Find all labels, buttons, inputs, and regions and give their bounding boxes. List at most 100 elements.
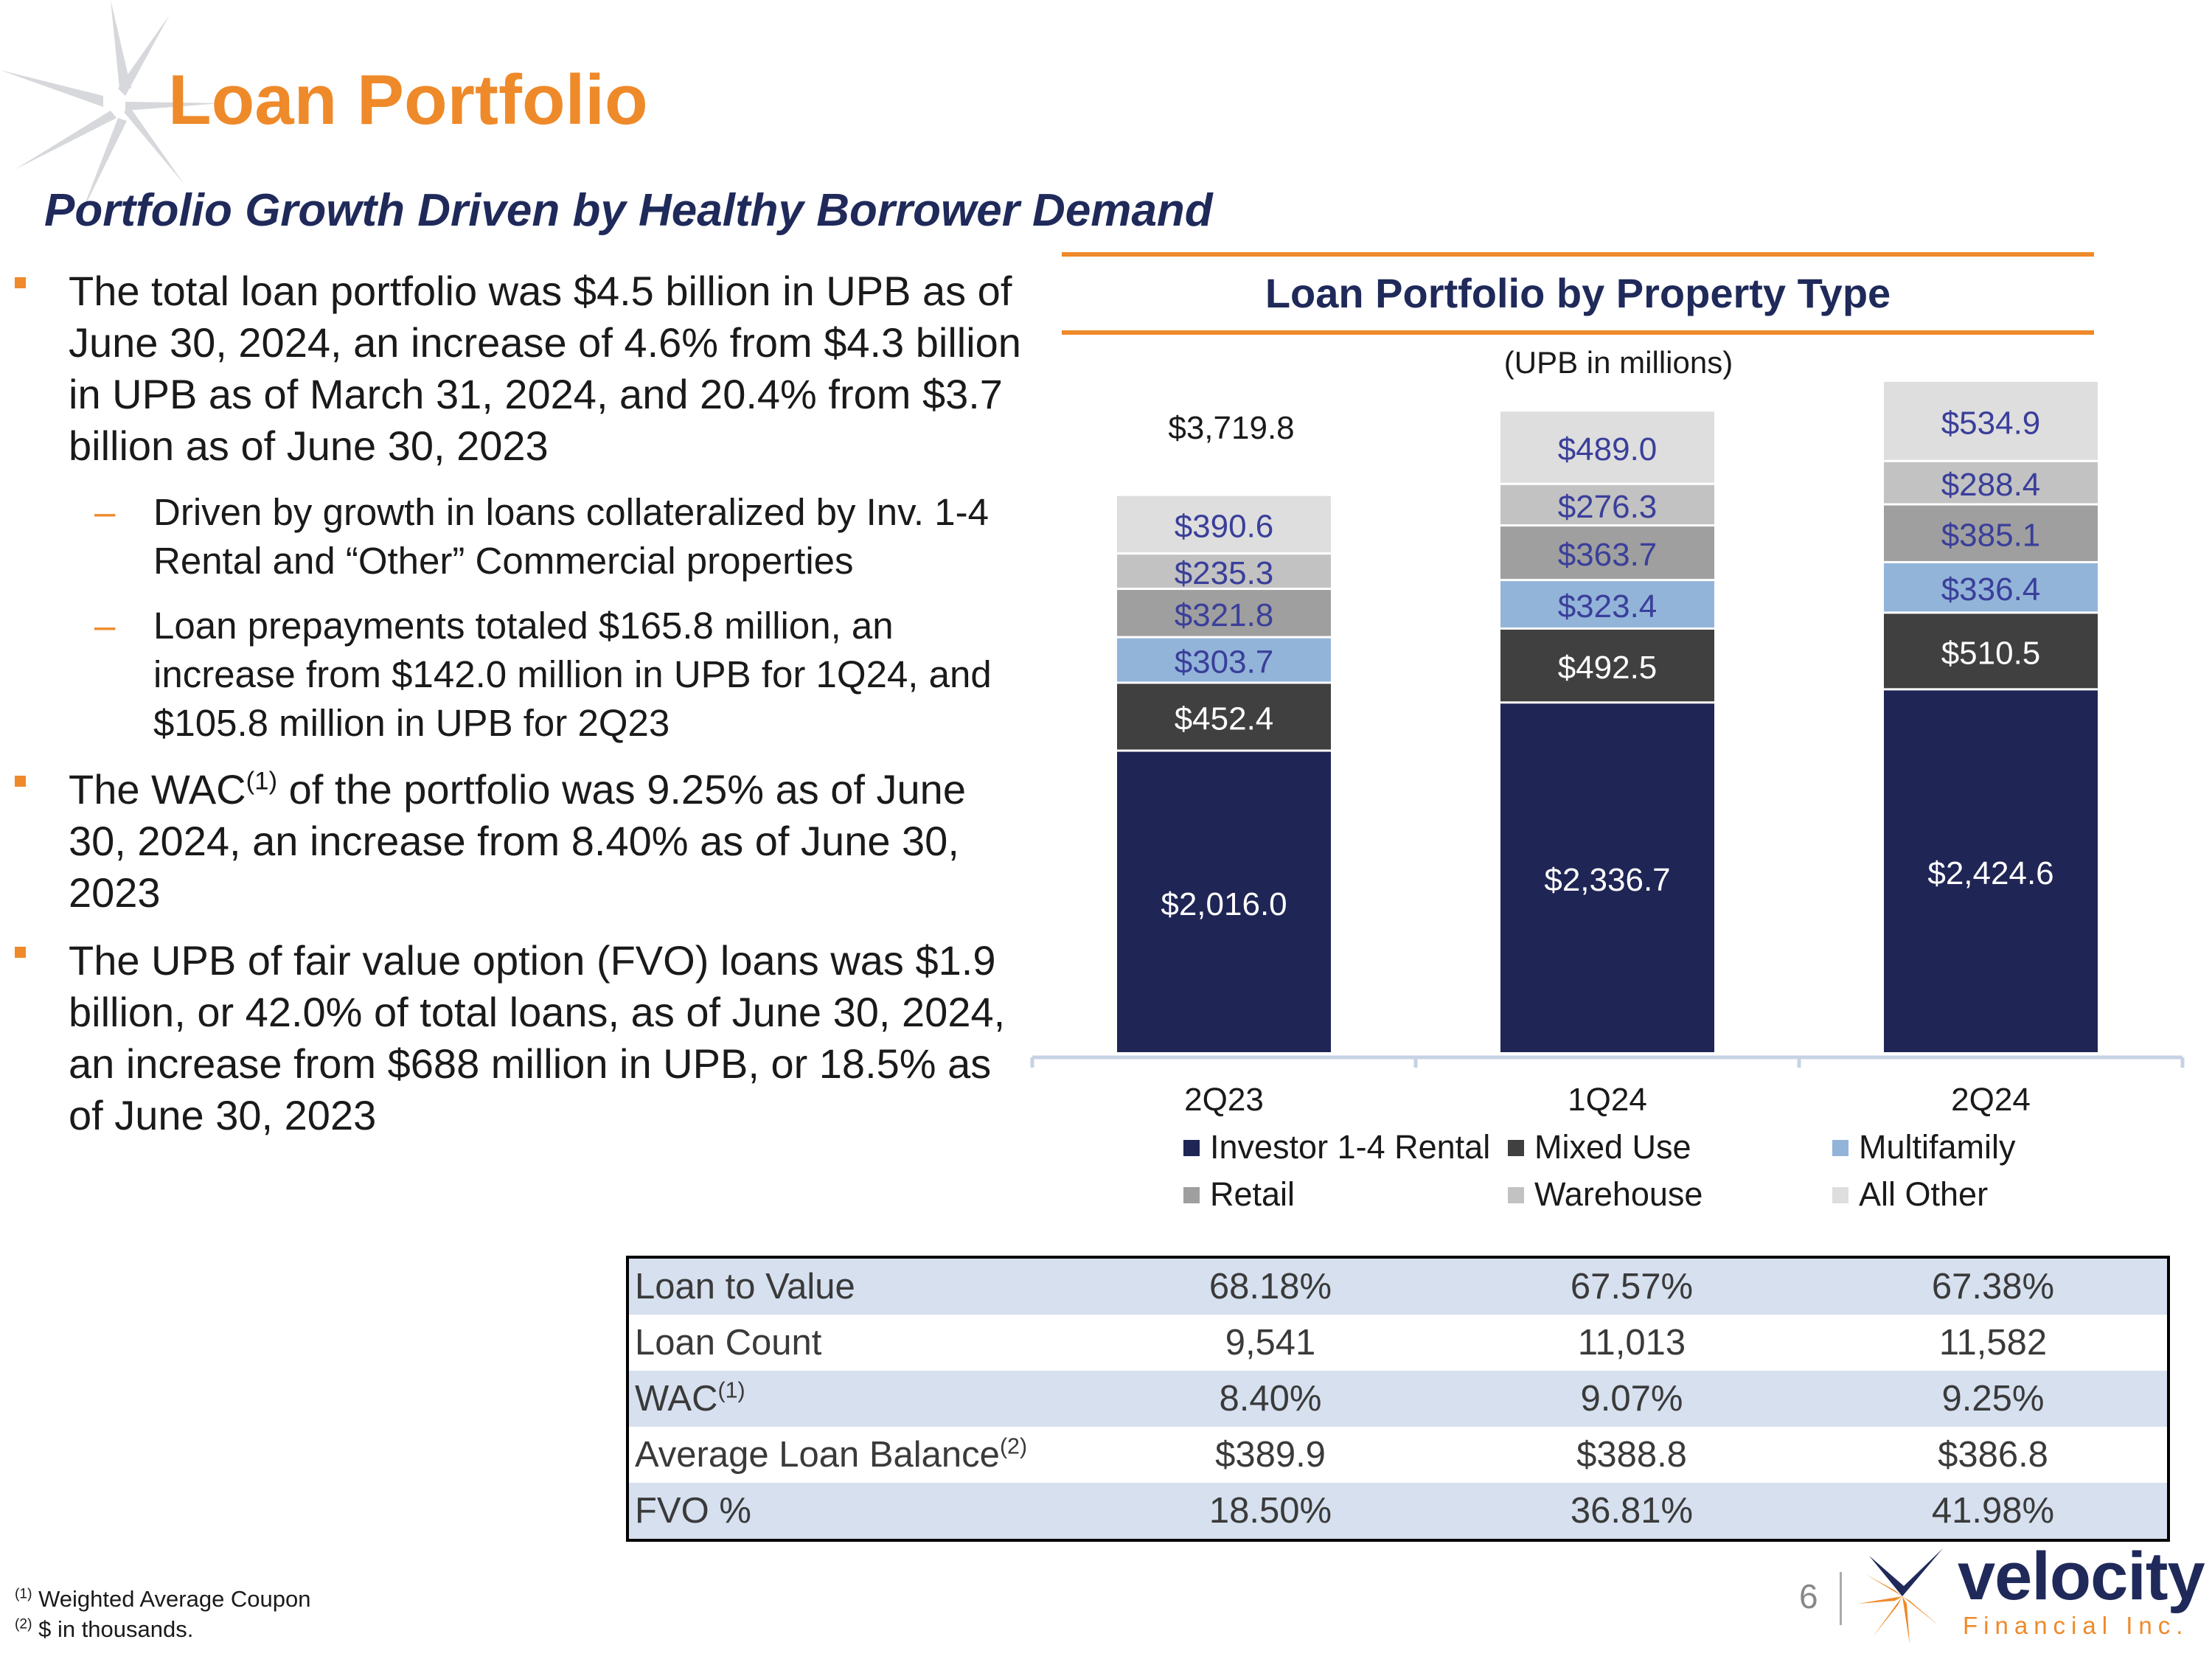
x-tick-label: 1Q24 — [1568, 1082, 1647, 1118]
row-label: WAC(1) — [635, 1377, 745, 1419]
footnote: (1) Weighted Average Coupon — [15, 1584, 311, 1614]
table-row: WAC(1) 8.40% 9.07% 9.25% — [629, 1371, 2167, 1427]
sub-bullet-item: – Driven by growth in loans collateraliz… — [15, 488, 1032, 585]
data-label: $323.4 — [1558, 588, 1658, 625]
chart-header-rule-bottom — [1062, 330, 2094, 335]
bullet-text: The total loan portfolio was $4.5 billio… — [69, 268, 1021, 469]
footnote-text: Weighted Average Coupon — [32, 1586, 311, 1612]
chart-header-rule-top — [1062, 252, 2094, 257]
logo-wordmark: velocity — [1958, 1539, 2205, 1614]
bar-segment-warehouse — [1884, 462, 2098, 504]
dash-bullet-icon: – — [94, 605, 116, 647]
table-cell: $388.8 — [1576, 1435, 1687, 1475]
bullet-text-pre: The WAC — [69, 766, 246, 813]
footnotes: (1) Weighted Average Coupon (2) $ in thou… — [15, 1584, 311, 1644]
dash-bullet-icon: – — [94, 491, 116, 533]
chart-title: Loan Portfolio by Property Type — [1265, 270, 1891, 316]
legend-swatch — [1508, 1187, 1524, 1203]
data-label: $303.7 — [1175, 644, 1274, 681]
legend-swatch — [1508, 1140, 1524, 1156]
chart-subtitle: (UPB in millions) — [1503, 345, 1733, 380]
table-row: Loan to Value 68.18% 67.57% 67.38% — [629, 1259, 2167, 1315]
table-cell: 11,013 — [1577, 1323, 1686, 1363]
x-tick-label: 2Q23 — [1184, 1082, 1264, 1118]
legend-item: Multifamily — [1832, 1128, 2016, 1166]
data-label: $2,424.6 — [1927, 855, 2053, 891]
stacked-bar-chart: $2,016.0 $452.4 $303.7 $321.8 $235.3 $390.6 2Q… — [1030, 381, 2185, 1118]
bar-segment-multifamily — [1117, 638, 1331, 682]
table-cell: $386.8 — [1938, 1435, 2048, 1475]
star-decoration-icon — [0, 0, 221, 214]
legend-item: Warehouse — [1508, 1175, 1703, 1214]
table-cell: 11,582 — [1938, 1323, 2048, 1363]
bar-segment-retail — [1117, 590, 1331, 636]
square-bullet-icon — [15, 776, 26, 787]
data-label: $2,336.7 — [1544, 862, 1670, 898]
bar-segment-warehouse — [1117, 554, 1331, 588]
velocity-logo-mark-icon — [1858, 1548, 1943, 1644]
row-label: Loan to Value — [635, 1267, 855, 1307]
bar-segment-investor-1-4-rental — [1884, 690, 2098, 1052]
bar-segment-multifamily — [1884, 563, 2098, 612]
bar-segment-mixed-use — [1500, 629, 1714, 702]
footnote-mark: (2) — [15, 1616, 32, 1632]
bar-segment-all-other — [1884, 381, 2098, 460]
table-cell: 8.40% — [1219, 1379, 1322, 1419]
legend-label: Multifamily — [1859, 1128, 2016, 1166]
legend-label: Mixed Use — [1534, 1128, 1691, 1166]
bar-segment-multifamily — [1500, 581, 1714, 627]
legend-item: Investor 1-4 Rental — [1183, 1128, 1490, 1166]
bar-segment-all-other — [1500, 411, 1714, 483]
legend-label: All Other — [1859, 1175, 1989, 1213]
bullet-item: The WAC(1) of the portfolio was 9.25% as… — [15, 764, 1032, 919]
table-cell: 9,541 — [1225, 1323, 1316, 1363]
page-title: Loan Portfolio — [168, 60, 648, 139]
legend-item: Mixed Use — [1508, 1128, 1691, 1166]
legend-label: Retail — [1210, 1175, 1295, 1213]
data-label: $363.7 — [1558, 537, 1658, 573]
page-subtitle: Portfolio Growth Driven by Healthy Borro… — [44, 185, 1213, 236]
metrics-table: Loan to Value 68.18% 67.57% 67.38% Loan Coun… — [626, 1256, 2170, 1542]
table-row: FVO % 18.50% 36.81% 41.98% — [629, 1483, 2167, 1539]
row-label: FVO % — [635, 1491, 751, 1531]
table-cell: 68.18% — [1208, 1267, 1332, 1307]
data-label: $492.5 — [1558, 650, 1658, 686]
legend-label: Warehouse — [1534, 1175, 1703, 1213]
bar-segment-mixed-use — [1117, 684, 1331, 750]
footnote-mark: (1) — [15, 1586, 32, 1602]
bar-segment-mixed-use — [1884, 613, 2098, 689]
table-cell: 41.98% — [1931, 1491, 2055, 1531]
sub-bullet-text: Driven by growth in loans collateralized… — [153, 491, 989, 582]
x-tick-label: 2Q24 — [1951, 1082, 2031, 1118]
legend-item: Retail — [1183, 1175, 1295, 1214]
total-label: $3,719.8 — [1168, 410, 1294, 446]
data-label: $385.1 — [1941, 518, 2041, 554]
bullet-text: The WAC(1) of the portfolio was 9.25% as… — [69, 766, 966, 916]
bar-segment-investor-1-4-rental — [1500, 703, 1714, 1052]
square-bullet-icon — [15, 947, 26, 958]
data-label: $452.4 — [1175, 700, 1274, 737]
bullet-list: The total loan portfolio was $4.5 billio… — [15, 265, 1032, 1158]
row-label: Average Loan Balance(2) — [635, 1433, 1028, 1475]
table-cell: 67.38% — [1931, 1267, 2055, 1307]
bar-segment-all-other — [1117, 495, 1331, 553]
table-row: Loan Count 9,541 11,013 11,582 — [629, 1315, 2167, 1371]
footnote-ref: (1) — [717, 1377, 745, 1403]
footnote: (2) $ in thousands. — [15, 1614, 311, 1644]
data-label: $534.9 — [1941, 405, 2041, 441]
table-cell: 9.07% — [1580, 1379, 1683, 1419]
data-label: $390.6 — [1175, 508, 1274, 544]
data-label: $276.3 — [1558, 489, 1658, 525]
data-label: $489.0 — [1558, 431, 1658, 467]
row-label: Loan Count — [635, 1323, 822, 1363]
footnote-text: $ in thousands. — [32, 1616, 194, 1642]
data-label: $235.3 — [1175, 555, 1274, 591]
table-cell: 9.25% — [1941, 1379, 2045, 1419]
legend-label: Investor 1-4 Rental — [1210, 1128, 1491, 1166]
table-cell: 18.50% — [1208, 1491, 1332, 1531]
sub-bullet-text: Loan prepayments totaled $165.8 million,… — [153, 605, 992, 744]
bar-segment-investor-1-4-rental — [1117, 751, 1331, 1052]
footnote-ref: (2) — [999, 1433, 1028, 1459]
data-label: $510.5 — [1941, 635, 2041, 671]
logo-divider — [1840, 1572, 1842, 1625]
